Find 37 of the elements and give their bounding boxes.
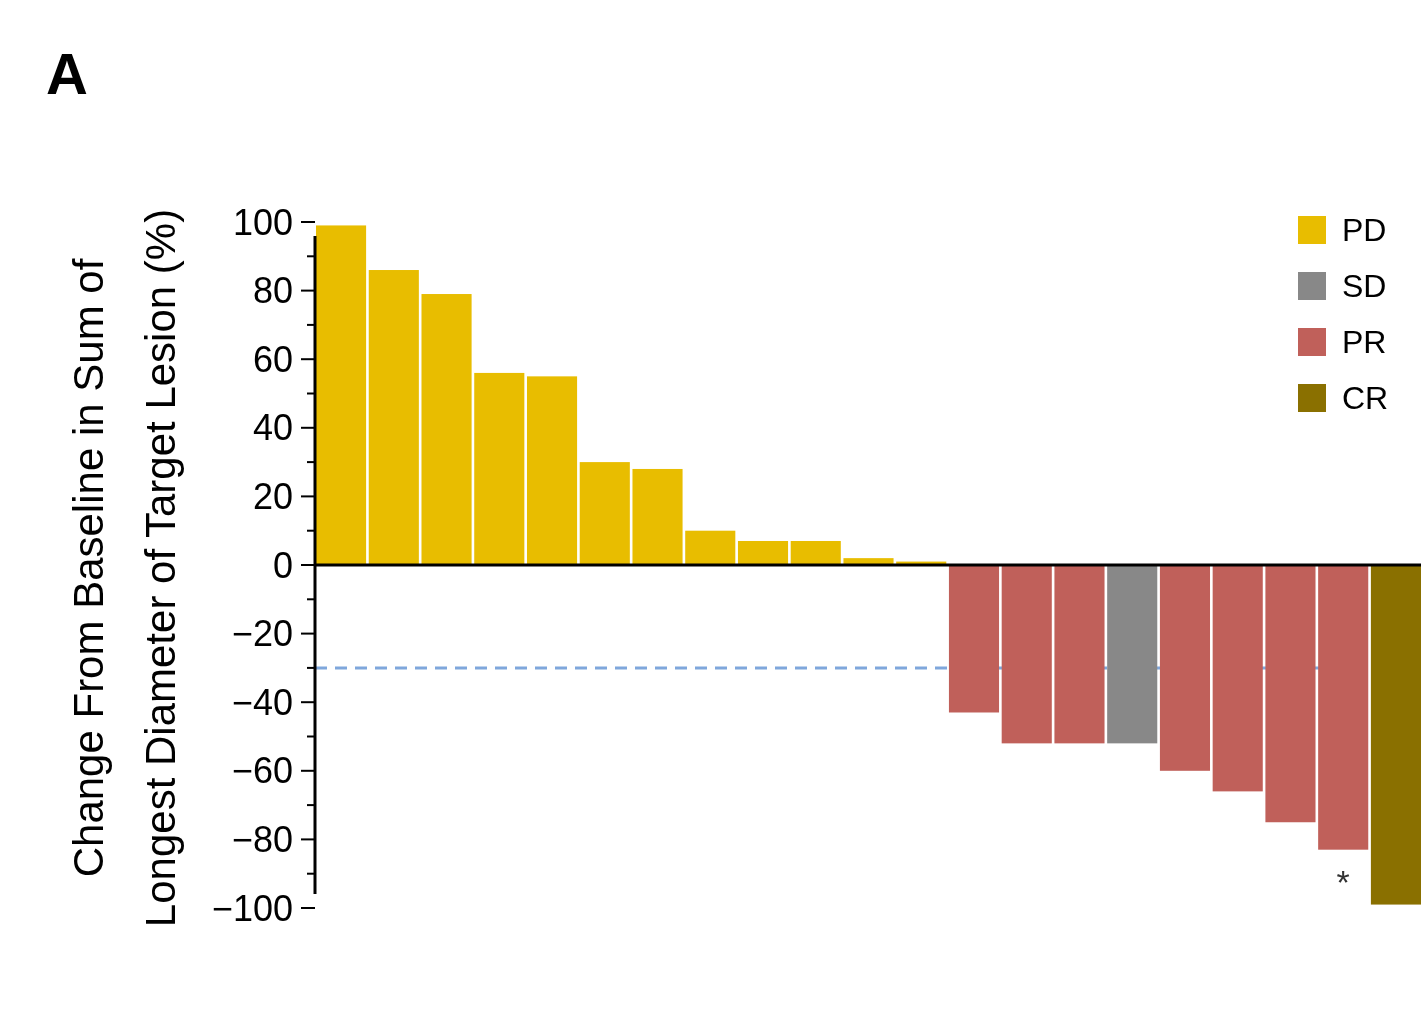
y-tick-label: 20: [252, 476, 293, 517]
bar: [1107, 565, 1158, 744]
bar: [1318, 565, 1369, 850]
legend-label: PR: [1342, 324, 1387, 361]
y-axis-title: Change From Baseline in Sum of Longest Diameter of Target Lesion (%): [65, 208, 184, 928]
y-tick-label: 100: [232, 201, 293, 243]
bar: [1159, 565, 1211, 771]
bar: [421, 294, 472, 565]
bar: [685, 530, 736, 565]
y-tick-label: −40: [231, 681, 293, 723]
legend-label: PD: [1342, 212, 1387, 249]
bar: [1054, 565, 1105, 744]
annotation: *: [1336, 863, 1350, 902]
bar: [790, 540, 841, 565]
y-tick-label: 80: [252, 270, 293, 312]
y-tick-label: −60: [231, 750, 293, 792]
bar: [948, 565, 1000, 713]
bar: [1370, 565, 1421, 905]
bar: [1265, 565, 1316, 823]
y-tick-label: −100: [211, 887, 293, 929]
bar: [737, 540, 789, 565]
y-tick-label: −20: [231, 613, 293, 655]
bar: [579, 462, 630, 565]
bar: [316, 225, 367, 565]
bar: [526, 376, 578, 565]
y-tick-label: 40: [252, 407, 293, 449]
legend-label: CR: [1342, 380, 1389, 417]
bar: [368, 270, 419, 565]
bar: [474, 372, 525, 565]
y-tick-label: 0: [272, 544, 293, 586]
bar: [1001, 565, 1052, 744]
bar: [632, 468, 683, 565]
chart-title: A: [46, 41, 88, 106]
y-tick-label: 60: [252, 338, 293, 380]
legend-label: SD: [1342, 268, 1387, 305]
y-tick-label: −80: [231, 819, 293, 860]
bar: [1212, 565, 1263, 792]
